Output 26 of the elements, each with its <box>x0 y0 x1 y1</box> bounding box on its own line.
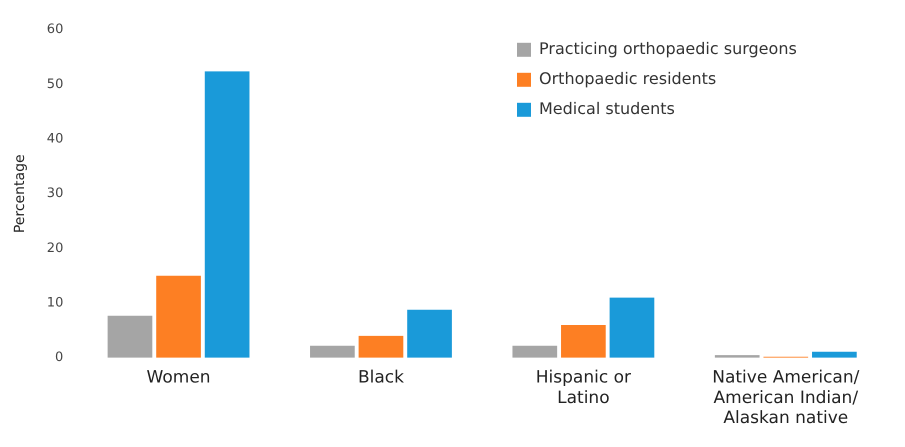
bar <box>358 336 404 358</box>
bar <box>156 276 201 358</box>
bar <box>812 352 857 358</box>
y-tick-label: 60 <box>46 22 64 38</box>
bar <box>310 346 355 358</box>
y-tick-label: 10 <box>46 296 64 311</box>
bar <box>714 355 760 358</box>
legend-label: Orthopaedic residents <box>539 68 716 88</box>
y-tick-label: 50 <box>46 76 64 92</box>
bar <box>561 325 606 358</box>
y-axis-title: Percentage <box>12 154 28 234</box>
x-tick-label: Native American/American Indian/Alaskan native <box>712 367 860 428</box>
x-tick-label: Women <box>146 367 211 388</box>
bar <box>204 71 250 358</box>
bar <box>610 298 654 358</box>
bar <box>407 310 452 358</box>
x-tick-label: Black <box>358 367 404 388</box>
y-tick-label: 30 <box>46 186 64 202</box>
bar <box>108 316 152 358</box>
legend-label: Medical students <box>539 98 675 118</box>
x-tick-label: Hispanic or Latino <box>536 367 631 408</box>
y-tick-label: 40 <box>46 132 64 147</box>
y-tick-label: 0 <box>55 350 64 366</box>
legend-label: Practicing orthopaedic surgeons <box>539 38 797 58</box>
bar <box>512 346 558 358</box>
y-tick-label: 20 <box>46 240 64 256</box>
